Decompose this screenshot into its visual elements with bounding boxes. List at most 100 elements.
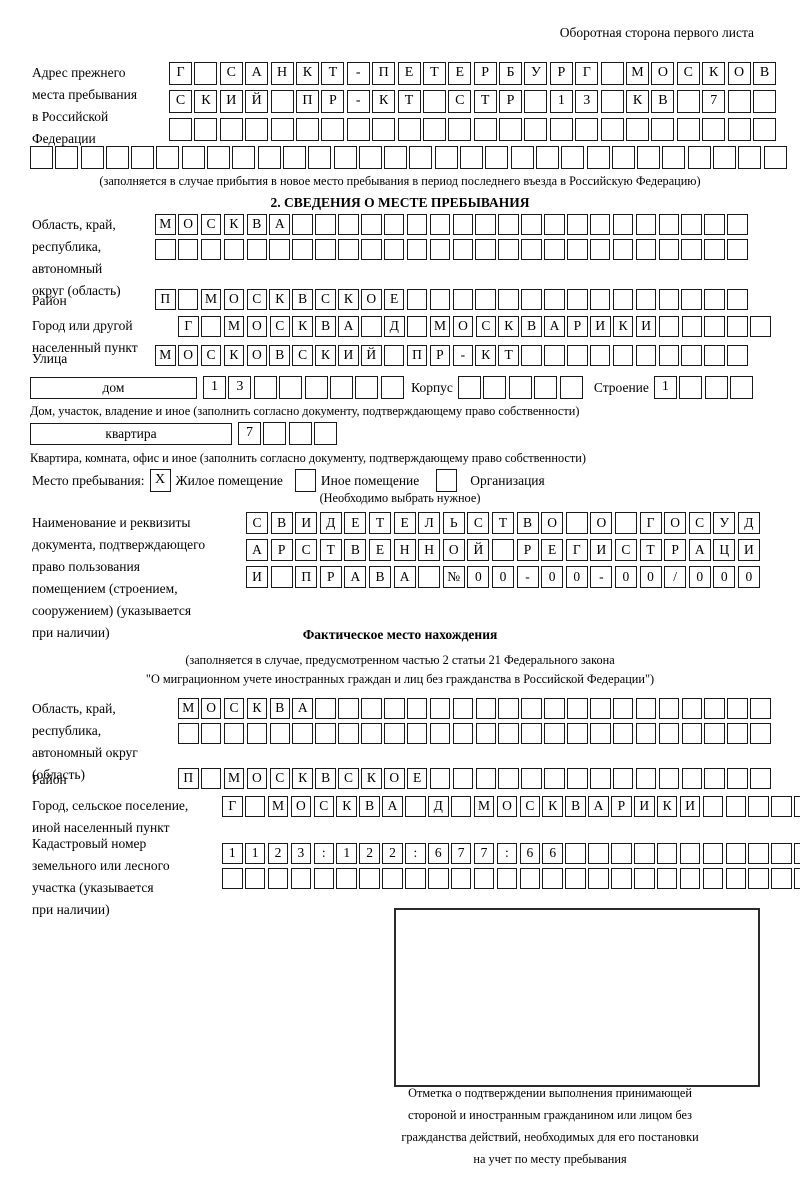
region-cell[interactable]: [544, 239, 565, 260]
prev-address-wide-cell[interactable]: [156, 146, 180, 169]
prev-address-cell[interactable]: [194, 118, 218, 141]
prev-address-wide-cell[interactable]: [207, 146, 231, 169]
city-cell[interactable]: К: [612, 316, 634, 337]
document-cell[interactable]: Г: [639, 512, 662, 534]
actual-region-cell[interactable]: [704, 723, 725, 744]
prev-address-cell[interactable]: [499, 118, 523, 141]
region-cell[interactable]: [589, 214, 611, 235]
prev-address-wide-cell[interactable]: [80, 146, 104, 169]
actual-district-cell[interactable]: [750, 768, 771, 789]
district-cell[interactable]: [177, 289, 199, 310]
actual-city-cell[interactable]: А: [588, 796, 609, 817]
document-cell[interactable]: Н: [418, 539, 441, 561]
cadastre-cell[interactable]: [611, 843, 632, 864]
actual-city-cell[interactable]: [794, 796, 800, 817]
prev-address-wide-cell[interactable]: [586, 146, 610, 169]
prev-address-cell[interactable]: [169, 118, 192, 141]
actual-region-cell[interactable]: [338, 723, 359, 744]
city-cell[interactable]: [750, 316, 771, 337]
region-cell[interactable]: [612, 239, 634, 260]
prev-address-wide-cell[interactable]: [738, 146, 762, 169]
prev-address-cell[interactable]: Т: [397, 90, 421, 113]
prev-address-cell[interactable]: Г: [169, 62, 192, 85]
cadastre-cell[interactable]: 3: [290, 843, 312, 864]
document-cell[interactable]: 0: [639, 566, 662, 588]
district-cell[interactable]: [704, 289, 725, 310]
prev-address-wide-cell[interactable]: [611, 146, 635, 169]
prev-address-cell[interactable]: Р: [321, 90, 345, 113]
actual-region-cell[interactable]: [246, 723, 268, 744]
actual-district-cell[interactable]: [521, 768, 542, 789]
region-cell[interactable]: [155, 239, 176, 260]
street-cell[interactable]: К: [315, 345, 336, 366]
actual-city-cell[interactable]: Д: [428, 796, 449, 817]
city-cell[interactable]: Р: [567, 316, 588, 337]
street-cell[interactable]: Т: [498, 345, 519, 366]
actual-district-cell[interactable]: [544, 768, 565, 789]
flat-cell[interactable]: [314, 422, 338, 445]
document-cell[interactable]: 0: [467, 566, 490, 588]
document-cell[interactable]: А: [246, 539, 268, 561]
actual-region-cell[interactable]: [361, 698, 382, 719]
city-cell[interactable]: [727, 316, 748, 337]
region-cell[interactable]: [406, 239, 428, 260]
region-cell[interactable]: [635, 214, 657, 235]
prev-address-cell[interactable]: И: [219, 90, 243, 113]
prev-address-wide-cell[interactable]: [384, 146, 408, 169]
actual-region-cell[interactable]: С: [223, 698, 245, 719]
prev-address-cell[interactable]: Й: [245, 90, 269, 113]
city-cell[interactable]: В: [315, 316, 336, 337]
house-cell[interactable]: 1: [203, 376, 226, 399]
prev-address-cell[interactable]: [270, 90, 294, 113]
actual-region-cell[interactable]: [498, 723, 519, 744]
district-cell[interactable]: [658, 289, 680, 310]
actual-region-cell[interactable]: [429, 723, 451, 744]
actual-region-cell[interactable]: [658, 698, 680, 719]
document-cell[interactable]: 0: [491, 566, 514, 588]
region-cell[interactable]: [361, 239, 382, 260]
prev-address-wide-cell[interactable]: [30, 146, 53, 169]
prev-address-cell[interactable]: С: [219, 62, 243, 85]
actual-district-cell[interactable]: С: [269, 768, 291, 789]
document-cell[interactable]: Е: [393, 512, 416, 534]
actual-region-cell[interactable]: А: [292, 698, 313, 719]
actual-region-cell[interactable]: [658, 723, 680, 744]
prev-address-cell[interactable]: [194, 62, 218, 85]
actual-region-cell[interactable]: [384, 723, 405, 744]
prev-address-cell[interactable]: 1: [549, 90, 573, 113]
flat-cell[interactable]: [288, 422, 312, 445]
cadastre-cell[interactable]: [244, 868, 266, 889]
region-cell[interactable]: [704, 214, 725, 235]
prev-address-wide-cell[interactable]: [535, 146, 559, 169]
document-cell[interactable]: В: [368, 566, 391, 588]
actual-region-cell[interactable]: [315, 723, 336, 744]
actual-region-cell[interactable]: [544, 723, 565, 744]
region-cell[interactable]: [292, 214, 313, 235]
cadastre-cell[interactable]: [290, 868, 312, 889]
actual-district-cell[interactable]: [498, 768, 519, 789]
actual-city-cell[interactable]: А: [382, 796, 403, 817]
region-cell[interactable]: [498, 239, 519, 260]
region-cell[interactable]: С: [200, 214, 222, 235]
region-cell[interactable]: [223, 239, 245, 260]
city-cell[interactable]: [406, 316, 428, 337]
district-cell[interactable]: [452, 289, 474, 310]
actual-region-cell[interactable]: [521, 698, 542, 719]
actual-region-cell[interactable]: [475, 723, 497, 744]
district-cell[interactable]: М: [200, 289, 222, 310]
cadastre-cell[interactable]: [794, 868, 800, 889]
city-cell[interactable]: Д: [384, 316, 405, 337]
prev-address-wide-cell[interactable]: [409, 146, 433, 169]
actual-city-cell[interactable]: [702, 796, 724, 817]
document-cell[interactable]: 0: [713, 566, 736, 588]
region-cell[interactable]: [727, 214, 748, 235]
cadastre-cell[interactable]: [656, 868, 678, 889]
district-cell[interactable]: [429, 289, 451, 310]
house-cell[interactable]: [355, 376, 379, 399]
cadastre-cell[interactable]: [794, 843, 800, 864]
document-cell[interactable]: С: [688, 512, 711, 534]
prev-address-cell[interactable]: О: [651, 62, 675, 85]
region-cell[interactable]: К: [223, 214, 245, 235]
document-cell[interactable]: А: [344, 566, 367, 588]
document-cell[interactable]: 0: [541, 566, 564, 588]
